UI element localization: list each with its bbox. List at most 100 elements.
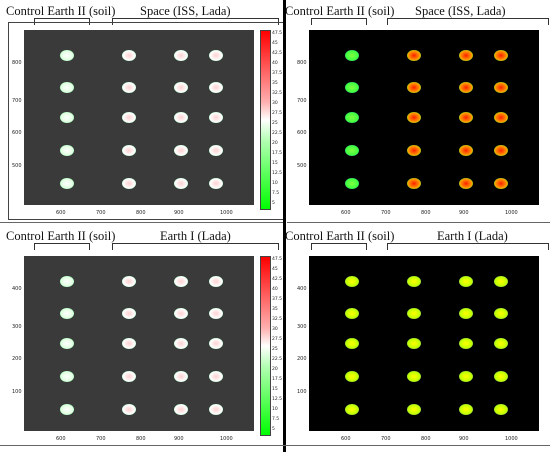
seed <box>122 112 136 123</box>
seed <box>174 145 188 156</box>
seed <box>345 404 359 415</box>
seed <box>122 308 136 319</box>
seed <box>407 338 421 349</box>
bottom-right-panel: Control Earth II (soil) Earth I (Lada) 4… <box>285 226 550 452</box>
y-tick-label: 300 <box>12 324 22 330</box>
colorbar-tick-label: 47.5 <box>272 31 283 36</box>
seed <box>60 82 74 93</box>
y-tick-label: 400 <box>297 286 307 292</box>
x-tick-label: 800 <box>136 436 146 442</box>
bracket-space <box>112 18 279 25</box>
seed <box>345 371 359 382</box>
seed <box>407 371 421 382</box>
seed <box>494 50 508 61</box>
bracket-control <box>34 18 90 25</box>
x-tick-label: 900 <box>459 210 469 216</box>
seed <box>174 404 188 415</box>
seed <box>459 145 473 156</box>
top-left-panel: Control Earth II (soil) Space (ISS, Lada… <box>0 0 284 222</box>
bracket-control <box>311 18 367 25</box>
seed <box>345 82 359 93</box>
x-tick-label: 700 <box>381 436 391 442</box>
thermal-image-bottom-left: 400 300 200 100 600 700 800 900 1000 <box>12 256 254 442</box>
colorbar-tick-label: 42.5 <box>272 277 283 282</box>
x-tick-label: 600 <box>341 436 351 442</box>
thermal-image-top-right: 800 700 600 500 600 700 800 900 1000 <box>297 30 539 216</box>
x-tick-label: 700 <box>96 210 106 216</box>
x-tick-label: 800 <box>136 210 146 216</box>
seed <box>122 178 136 189</box>
seed <box>407 145 421 156</box>
seed <box>494 276 508 287</box>
seed <box>174 82 188 93</box>
seed <box>407 82 421 93</box>
colorbar-tick-label: 22.5 <box>272 131 283 136</box>
colorbar-tick-label: 32.5 <box>272 91 283 96</box>
colorbar-tick-label: 30 <box>272 101 278 106</box>
colorbar-tick-label: 17.5 <box>272 151 283 156</box>
seed <box>494 404 508 415</box>
y-tick-label: 600 <box>297 130 307 136</box>
seed <box>459 308 473 319</box>
seed <box>174 178 188 189</box>
seed <box>407 308 421 319</box>
bracket-earth-i <box>112 243 279 250</box>
colorbar-tick-label: 15 <box>272 161 278 166</box>
colorbar-tick-label: 5 <box>272 427 275 432</box>
seed <box>122 82 136 93</box>
colorbar-tick-label: 25 <box>272 347 278 352</box>
x-tick-label: 1000 <box>220 210 233 216</box>
top-right-panel: Control Earth II (soil) Space (ISS, Lada… <box>285 0 550 222</box>
seed <box>209 82 223 93</box>
seed <box>494 112 508 123</box>
y-tick-label: 700 <box>297 98 307 104</box>
seed <box>174 50 188 61</box>
x-tick-label: 1000 <box>505 210 518 216</box>
seed <box>407 50 421 61</box>
colorbar-tick-label: 17.5 <box>272 377 283 382</box>
seed <box>60 308 74 319</box>
seed <box>209 112 223 123</box>
colorbar-tick-label: 40 <box>272 61 278 66</box>
seed <box>60 178 74 189</box>
header-control-earth-ii: Control Earth II (soil) <box>6 4 116 18</box>
seed <box>459 82 473 93</box>
y-tick-label: 700 <box>12 98 22 104</box>
colorbar: 47.5 45 42.5 40 37.5 35 32.5 30 27.5 25 22.5 20 17.5… <box>260 256 282 436</box>
header-control-earth-ii: Control Earth II (soil) <box>285 229 395 243</box>
header-earth-i-lada: Earth I (Lada) <box>437 229 508 243</box>
seed <box>209 50 223 61</box>
colorbar-tick-label: 37.5 <box>272 71 283 76</box>
seed <box>209 371 223 382</box>
colorbar-tick-label: 7.5 <box>272 191 280 196</box>
colorbar-tick-label: 35 <box>272 81 278 86</box>
header-control-earth-ii: Control Earth II (soil) <box>6 229 116 243</box>
seed <box>407 178 421 189</box>
bracket-space <box>387 18 549 25</box>
seed <box>174 112 188 123</box>
colorbar-tick-label: 12.5 <box>272 171 283 176</box>
seed <box>174 308 188 319</box>
seed <box>459 50 473 61</box>
seed <box>122 371 136 382</box>
seed <box>60 112 74 123</box>
seed <box>494 308 508 319</box>
seed <box>345 145 359 156</box>
colorbar-tick-label: 45 <box>272 267 278 272</box>
colorbar-tick-label: 37.5 <box>272 297 283 302</box>
seed <box>345 308 359 319</box>
seed <box>122 404 136 415</box>
seed <box>209 404 223 415</box>
seed <box>345 178 359 189</box>
y-tick-label: 100 <box>12 389 22 395</box>
thermal-image-bottom-right: 400 300 200 100 600 700 800 900 1000 <box>297 256 539 442</box>
colorbar-tick-label: 47.5 <box>272 257 283 262</box>
colorbar-tick-label: 10 <box>272 407 278 412</box>
colorbar-tick-label: 32.5 <box>272 317 283 322</box>
y-tick-label: 500 <box>297 163 307 169</box>
seed <box>407 404 421 415</box>
y-tick-label: 200 <box>12 356 22 362</box>
seed <box>494 145 508 156</box>
thermal-image-top-left: 800 700 600 500 600 700 800 900 1000 <box>12 30 254 216</box>
bracket-control <box>311 243 367 250</box>
